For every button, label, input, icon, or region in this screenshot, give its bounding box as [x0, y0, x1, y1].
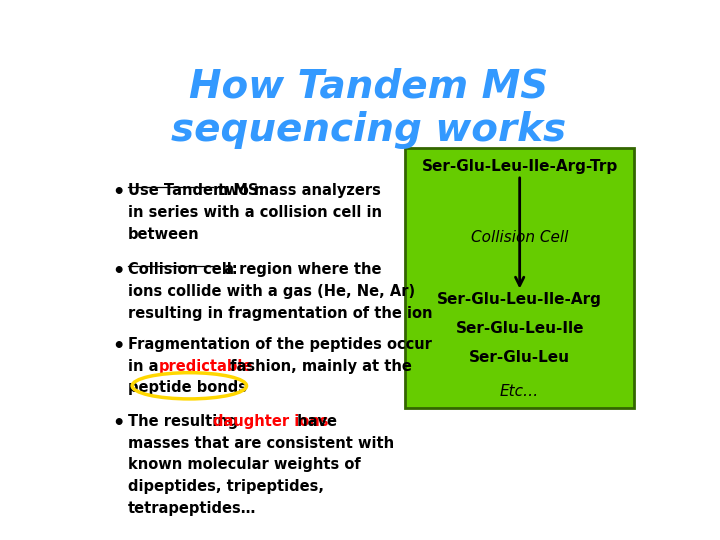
Text: •: • — [112, 337, 125, 356]
Text: Ser-Glu-Leu-Ile: Ser-Glu-Leu-Ile — [456, 321, 584, 336]
Text: Ser-Glu-Leu-Ile-Arg-Trp: Ser-Glu-Leu-Ile-Arg-Trp — [421, 159, 618, 174]
Text: daughter ions: daughter ions — [213, 414, 328, 429]
Text: a region where the: a region where the — [219, 262, 382, 278]
Text: in a: in a — [128, 359, 163, 374]
Text: Collision cell:: Collision cell: — [128, 262, 238, 278]
Text: known molecular weights of: known molecular weights of — [128, 457, 361, 472]
Text: •: • — [112, 262, 125, 281]
Text: between: between — [128, 227, 199, 241]
Text: Ser-Glu-Leu: Ser-Glu-Leu — [469, 350, 570, 366]
Text: ions collide with a gas (He, Ne, Ar): ions collide with a gas (He, Ne, Ar) — [128, 284, 415, 299]
Text: masses that are consistent with: masses that are consistent with — [128, 436, 394, 451]
Text: tetrapeptides…: tetrapeptides… — [128, 501, 256, 516]
Text: fashion, mainly at the: fashion, mainly at the — [225, 359, 412, 374]
Text: Fragmentation of the peptides occur: Fragmentation of the peptides occur — [128, 337, 432, 352]
Text: resulting in fragmentation of the ion: resulting in fragmentation of the ion — [128, 306, 433, 321]
Text: •: • — [112, 183, 125, 202]
Text: The resulting: The resulting — [128, 414, 243, 429]
Text: Use Tandem MS:: Use Tandem MS: — [128, 183, 264, 198]
FancyBboxPatch shape — [405, 148, 634, 408]
Text: in series with a collision cell in: in series with a collision cell in — [128, 205, 382, 220]
Text: have: have — [292, 414, 337, 429]
Text: dipeptides, tripeptides,: dipeptides, tripeptides, — [128, 479, 324, 494]
Text: two mass analyzers: two mass analyzers — [213, 183, 381, 198]
Text: Etc…: Etc… — [500, 384, 539, 399]
Text: Ser-Glu-Leu-Ile-Arg: Ser-Glu-Leu-Ile-Arg — [437, 292, 602, 307]
Text: •: • — [112, 414, 125, 433]
Text: Collision Cell: Collision Cell — [471, 230, 568, 245]
Text: peptide bonds: peptide bonds — [128, 380, 247, 395]
Text: predictable: predictable — [158, 359, 253, 374]
Text: How Tandem MS
sequencing works: How Tandem MS sequencing works — [171, 68, 567, 150]
